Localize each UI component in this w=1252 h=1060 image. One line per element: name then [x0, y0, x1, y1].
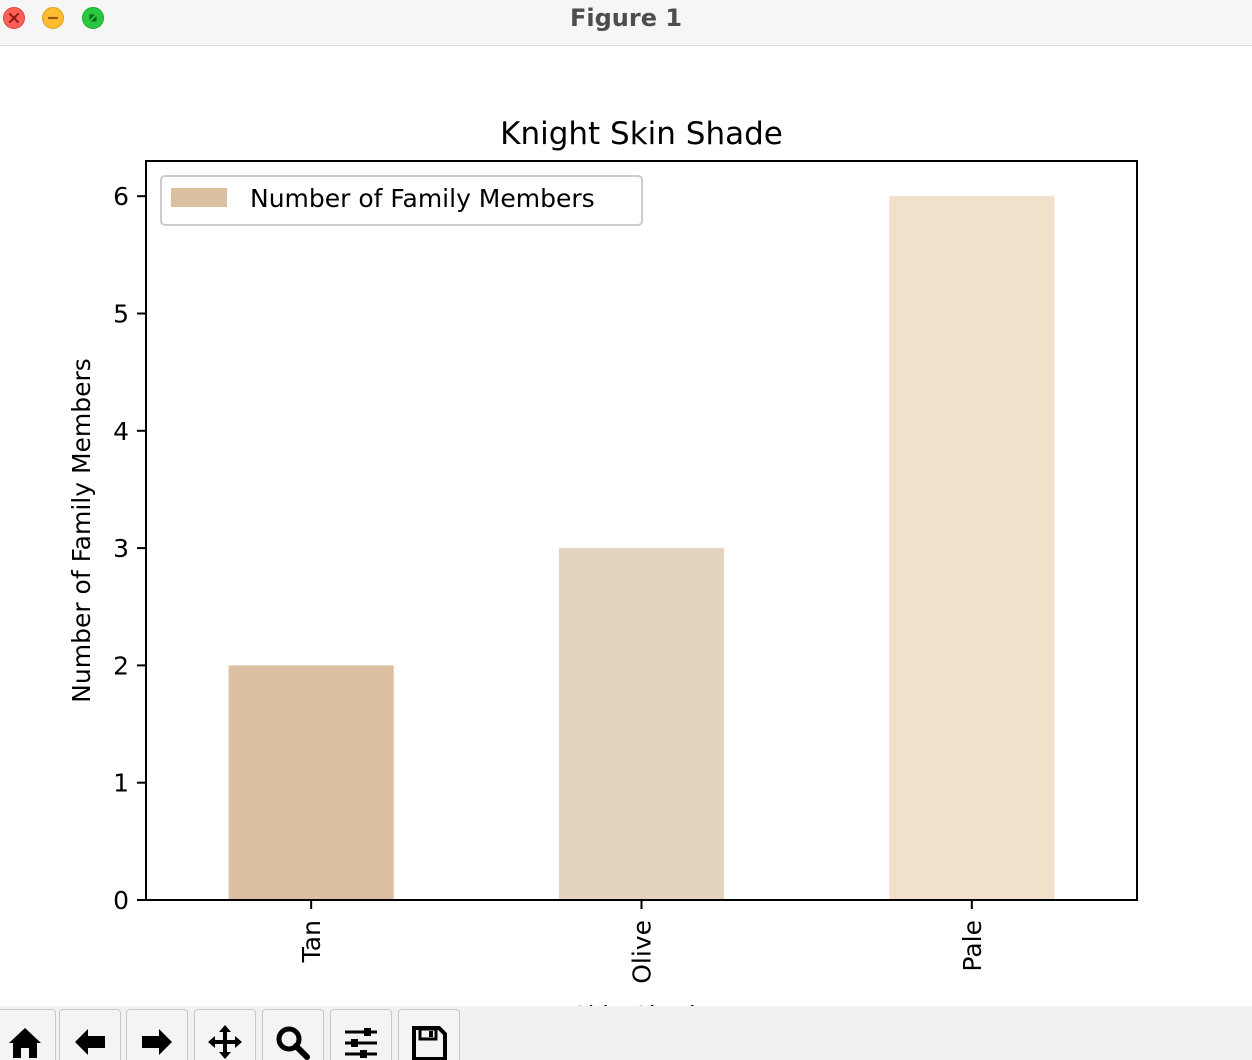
x-tick-label: Pale: [958, 920, 987, 972]
bar-pale: [889, 196, 1055, 900]
pan-button[interactable]: [194, 1009, 256, 1060]
minimize-icon: [47, 16, 59, 20]
y-axis-label: Number of Family Members: [67, 358, 96, 703]
title-bar: Figure 1: [0, 0, 1252, 46]
back-button[interactable]: [59, 1009, 121, 1060]
save-button[interactable]: [398, 1009, 460, 1060]
home-icon: [9, 1028, 41, 1058]
close-icon: [9, 13, 19, 23]
legend-swatch: [171, 188, 227, 207]
figure-canvas[interactable]: 0 1 2 3 4 5 6 Tan Olive Pale Knight Skin Shade Numb…: [0, 47, 1252, 1006]
bar-olive: [558, 548, 725, 900]
navigation-toolbar: [0, 1006, 1252, 1060]
zoom-icon: [276, 1026, 310, 1060]
save-icon: [412, 1026, 447, 1060]
forward-arrow-icon: [142, 1029, 172, 1055]
minimize-window-button[interactable]: [42, 7, 64, 29]
zoom-window-button[interactable]: [82, 7, 104, 29]
configure-subplots-icon: [345, 1028, 377, 1058]
x-tick-label: Olive: [628, 920, 657, 984]
y-tick-label: 3: [113, 534, 129, 563]
window-title: Figure 1: [569, 4, 683, 32]
home-button[interactable]: [0, 1009, 56, 1060]
legend-box: [160, 175, 643, 226]
y-tick-label: 2: [113, 651, 129, 680]
chart-title: Knight Skin Shade: [500, 116, 783, 152]
pan-icon: [208, 1025, 242, 1059]
legend-label: Number of Family Members: [250, 184, 595, 213]
bar-chart: 0 1 2 3 4 5 6 Tan Olive Pale Knight Skin Shade Numb…: [67, 116, 1138, 1006]
zoom-button[interactable]: [262, 1009, 324, 1060]
y-tick-label: 6: [113, 182, 129, 211]
x-axis-label: Skin Shade: [572, 1001, 711, 1006]
close-window-button[interactable]: [3, 7, 25, 29]
y-tick-label: 4: [113, 417, 129, 446]
fullscreen-icon: [89, 14, 97, 22]
y-tick-label: 0: [113, 886, 129, 915]
forward-button[interactable]: [126, 1009, 188, 1060]
configure-subplots-button[interactable]: [330, 1009, 392, 1060]
y-tick-label: 1: [113, 769, 129, 798]
back-arrow-icon: [75, 1029, 105, 1055]
bar-tan: [228, 665, 394, 900]
x-tick-label: Tan: [297, 920, 326, 963]
y-tick-label: 5: [113, 299, 129, 328]
